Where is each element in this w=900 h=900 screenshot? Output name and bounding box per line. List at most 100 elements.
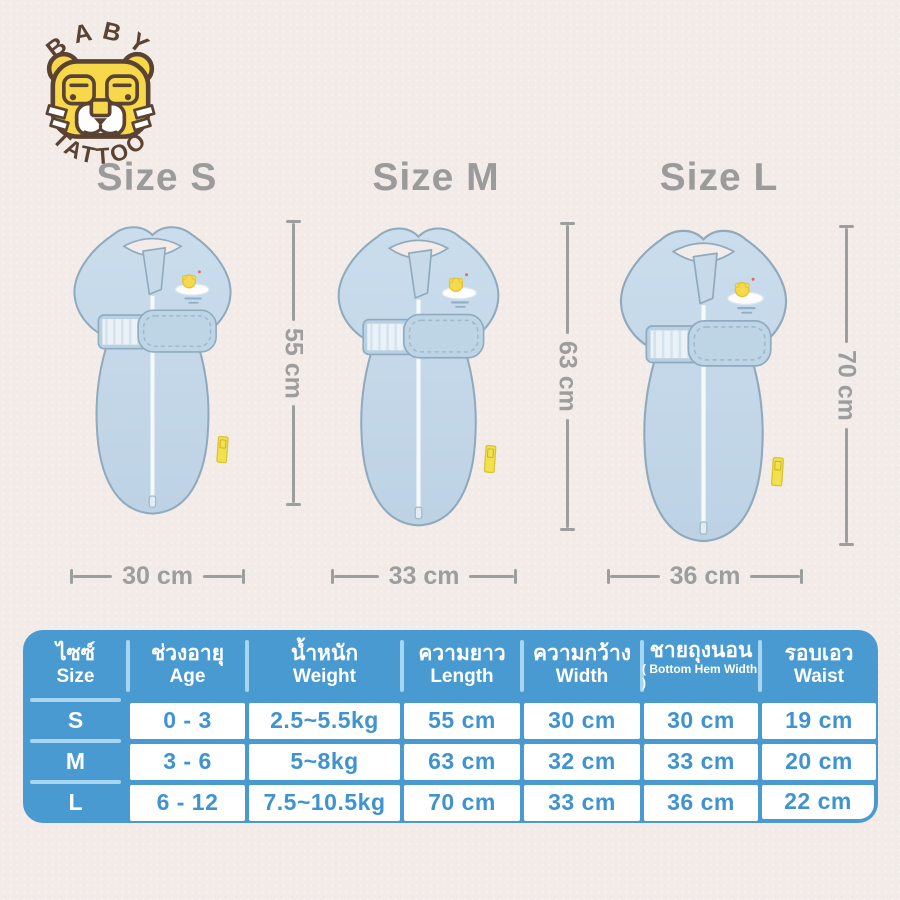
header-cell-width: ความกว้าง Width [522, 630, 644, 700]
height-measure-l: 70 cm [828, 225, 864, 547]
measure-cap [607, 568, 610, 584]
measure-cap [838, 225, 854, 228]
measure-cap [70, 568, 73, 584]
row-separator [30, 780, 121, 784]
header-cell-age: ช่วงอายุ Age [128, 630, 249, 700]
height-measure-m: 63 cm [549, 222, 585, 532]
measure-cap [800, 568, 804, 584]
size-title-m: Size M [372, 156, 500, 199]
height-label-s: 55 cm [279, 327, 308, 399]
header-width-eng: Width [555, 666, 609, 688]
measure-cap [285, 220, 301, 223]
measure-line [844, 228, 848, 344]
row-m-size: M [65, 748, 86, 774]
column-separator [640, 640, 644, 692]
header-cell-size: ไซซ์ Size [23, 630, 130, 700]
height-label-m: 63 cm [553, 341, 582, 412]
header-width-thai: ความกว้าง [532, 642, 632, 665]
header-age-eng: Age [169, 666, 206, 688]
width-label-s: 30 cm [122, 561, 193, 590]
row-l-length-cell: 70 cm [404, 784, 520, 821]
row-s-age-cell: 0 - 3 [130, 702, 245, 739]
measure-line [565, 225, 569, 335]
height-measure-s: 55 cm [275, 220, 311, 507]
row-l-size-cell: L [23, 780, 128, 823]
header-age-thai: ช่วงอายุ [150, 642, 224, 665]
tiger-face-icon [45, 51, 156, 139]
measure-line [334, 574, 379, 578]
width-measure-l: 36 cm [607, 561, 804, 590]
row-m-length-cell: 63 cm [404, 743, 520, 780]
row-s-width-cell: 30 cm [524, 702, 640, 739]
header-size-thai: ไซซ์ [55, 642, 96, 665]
swaddle-illustration-m [329, 220, 508, 532]
column-separator [126, 640, 130, 692]
row-m-waist-cell: 20 cm [762, 743, 876, 780]
column-separator [758, 640, 762, 692]
header-length-thai: ความยาว [418, 642, 506, 665]
measure-line [291, 223, 295, 321]
measure-cap [559, 222, 575, 225]
row-s-size: S [67, 707, 84, 733]
width-label-m: 33 cm [388, 561, 460, 590]
measure-cap [242, 568, 246, 584]
size-title-l: Size L [659, 156, 779, 199]
header-waist-thai: รอบเอว [784, 642, 854, 665]
measure-cap [514, 568, 518, 584]
measure-line [565, 418, 569, 529]
measure-line [73, 574, 113, 578]
header-cell-length: ความยาว Length [402, 630, 524, 700]
swaddle-illustration-l [611, 222, 796, 548]
row-m-width-cell: 32 cm [524, 743, 640, 780]
measure-line [469, 574, 515, 578]
width-measure-s: 30 cm [70, 561, 246, 590]
column-separator [520, 640, 524, 692]
measure-line [750, 574, 801, 578]
size-chart-table: ไซซ์ Size ช่วงอายุ Age น้ำหนัก Weight คว… [23, 630, 878, 823]
header-weight-thai: น้ำหนัก [290, 642, 359, 665]
measure-cap [285, 503, 301, 507]
row-s-size-cell: S [23, 698, 128, 741]
header-hem-thai: ชายถุงนอน [649, 639, 753, 663]
row-m-hem-cell: 33 cm [644, 743, 758, 780]
row-m-size-cell: M [23, 739, 128, 782]
row-separator [30, 698, 121, 702]
measure-cap [559, 528, 575, 532]
row-l-waist-cell: 22 cm [762, 784, 874, 819]
row-s-length-cell: 55 cm [404, 702, 520, 739]
measure-line [202, 574, 243, 578]
row-s-hem-cell: 30 cm [644, 702, 758, 739]
width-measure-m: 33 cm [331, 561, 518, 590]
header-size-eng: Size [56, 666, 95, 688]
row-l-size: L [68, 789, 83, 815]
header-cell-waist: รอบเอว Waist [760, 630, 878, 700]
header-length-eng: Length [430, 666, 494, 688]
column-separator [400, 640, 404, 692]
size-title-s: Size S [96, 156, 218, 199]
header-cell-hem: ชายถุงนอน ( Bottom Hem Width ) [642, 630, 762, 700]
header-hem-eng: ( Bottom Hem Width ) [642, 662, 758, 691]
measure-cap [838, 543, 854, 547]
measure-line [610, 574, 660, 578]
swaddle-illustration-s [65, 219, 240, 520]
row-m-age-cell: 3 - 6 [130, 743, 245, 780]
row-s-weight-cell: 2.5~5.5kg [249, 702, 400, 739]
row-m-weight-cell: 5~8kg [249, 743, 400, 780]
row-l-width-cell: 33 cm [524, 784, 640, 821]
row-l-age-cell: 6 - 12 [130, 784, 245, 821]
header-weight-eng: Weight [293, 666, 356, 688]
header-cell-weight: น้ำหนัก Weight [247, 630, 404, 700]
row-l-hem-cell: 36 cm [644, 784, 758, 821]
header-waist-eng: Waist [794, 666, 844, 688]
row-l-weight-cell: 7.5~10.5kg [249, 784, 400, 821]
row-s-waist-cell: 19 cm [762, 702, 876, 739]
measure-line [291, 405, 295, 504]
width-label-l: 36 cm [669, 561, 741, 590]
measure-line [844, 427, 848, 544]
height-label-l: 70 cm [832, 350, 861, 421]
row-separator [30, 739, 121, 743]
brand-logo: BABY TATTOO [41, 17, 156, 169]
column-separator [245, 640, 249, 692]
measure-cap [331, 568, 334, 584]
